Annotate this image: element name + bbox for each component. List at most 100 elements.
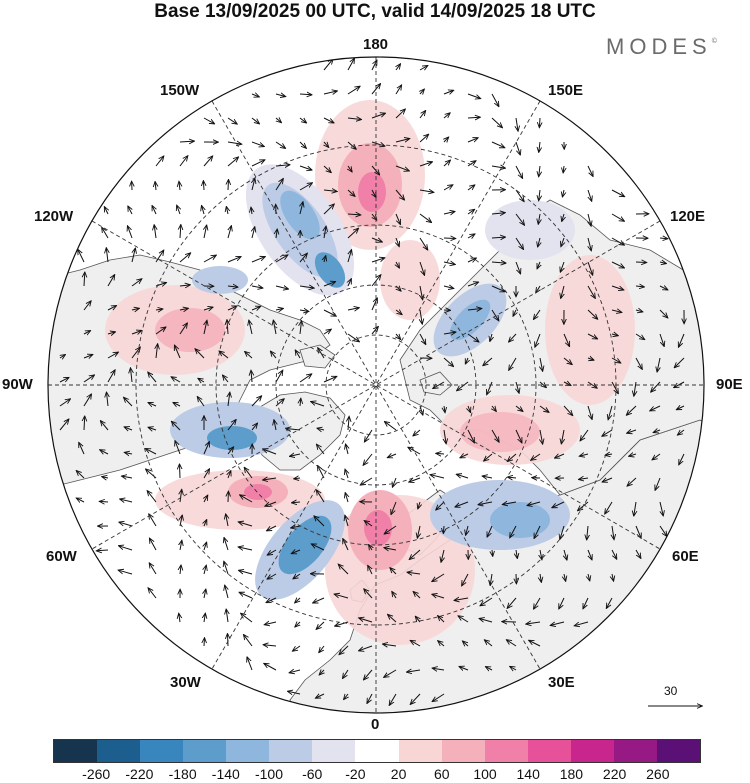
wind-vector [100, 450, 109, 454]
wind-vector [288, 691, 301, 694]
wind-vector [323, 204, 334, 215]
wind-vector [290, 454, 301, 456]
wind-vector [483, 357, 493, 366]
wind-vector [344, 693, 348, 699]
wind-vector [347, 189, 355, 196]
wind-vector [295, 598, 300, 603]
wind-vector [467, 161, 476, 167]
label-120w: 120W [34, 208, 74, 225]
wind-vector [264, 664, 277, 671]
wind-vector [204, 542, 207, 551]
wind-vector [119, 522, 133, 527]
wind-vector [564, 573, 566, 581]
wind-vector [266, 597, 277, 602]
wind-vector [611, 549, 617, 559]
wind-vector [510, 667, 517, 670]
wind-vector [293, 573, 301, 579]
colorbar-swatch [398, 740, 442, 762]
wind-vector [660, 501, 663, 516]
wind-vector [180, 490, 182, 503]
wind-vector [408, 447, 421, 455]
wind-vector [227, 306, 237, 310]
wind-vector [635, 333, 644, 339]
wind-vector [175, 441, 181, 455]
wind-vector [538, 213, 540, 224]
wind-vector [507, 640, 517, 647]
wind-vector [479, 619, 493, 623]
wind-vector [179, 156, 188, 167]
wind-vector [580, 429, 589, 441]
wind-vector [588, 573, 590, 581]
wind-vector [131, 279, 142, 287]
graticule [48, 57, 704, 713]
wind-vector [251, 307, 260, 311]
wind-vector [299, 117, 306, 123]
wind-vector [128, 226, 133, 239]
wind-vector [462, 573, 469, 586]
wind-vector [300, 202, 303, 215]
wind-vector [148, 427, 157, 430]
wind-vector [359, 645, 373, 651]
wind-vector [575, 621, 589, 626]
wind-vector [83, 301, 91, 311]
wind-vector [531, 453, 541, 460]
wind-vector [390, 568, 397, 575]
wind-vector [443, 212, 455, 215]
wind-vector [659, 238, 668, 239]
wind-vector [540, 429, 543, 444]
wind-vector [155, 309, 163, 310]
wind-vector [60, 355, 65, 358]
wind-vector [274, 420, 276, 431]
wind-vector [267, 525, 277, 531]
modes-logo: MODES© [606, 34, 717, 59]
wind-vector [244, 468, 253, 479]
wind-vector [389, 693, 397, 705]
wind-vector [148, 372, 157, 383]
wind-vector [324, 141, 329, 147]
colorbar-swatch [570, 740, 614, 762]
wind-vector [409, 477, 421, 482]
wind-vector [385, 525, 397, 534]
wind-vector [485, 640, 493, 647]
wind-vector [228, 634, 229, 647]
wind-vector [491, 117, 502, 128]
wind-vector [467, 210, 474, 214]
wind-vector [251, 160, 265, 167]
wind-vector [323, 117, 334, 123]
wind-vector [78, 250, 85, 263]
wind-vector [467, 117, 480, 118]
wind-vector [679, 453, 685, 465]
wind-vector [444, 429, 446, 444]
wind-vector [245, 352, 253, 359]
wind-vector [227, 257, 241, 263]
wind-vector [443, 332, 456, 334]
wind-vectors [60, 59, 684, 706]
wind-vector [363, 453, 373, 465]
wind-vector [492, 549, 493, 556]
wind-vector [419, 333, 426, 344]
wind-vector [276, 229, 277, 239]
wind-vector [407, 572, 421, 574]
wind-vector [588, 189, 592, 201]
wind-vector [411, 641, 421, 647]
wind-vector [490, 333, 492, 341]
wind-vector [335, 594, 349, 599]
wind-vector [516, 117, 518, 131]
wind-vector [627, 477, 637, 486]
wind-vector [180, 464, 181, 479]
wind-vector [539, 381, 546, 387]
wind-vector [612, 525, 614, 539]
wind-vector [634, 381, 636, 396]
wind-vector [131, 308, 139, 310]
colorbar [53, 739, 701, 763]
wind-vector [318, 348, 325, 359]
wind-vector [419, 66, 428, 70]
wind-vector [84, 272, 85, 287]
wind-vector [119, 570, 133, 575]
wind-vector [251, 117, 259, 124]
wind-vector [204, 638, 205, 647]
colorbar-tick-label: -100 [254, 766, 284, 782]
wind-vector [443, 525, 444, 533]
wind-vector [313, 597, 325, 603]
wind-vector [155, 182, 156, 191]
